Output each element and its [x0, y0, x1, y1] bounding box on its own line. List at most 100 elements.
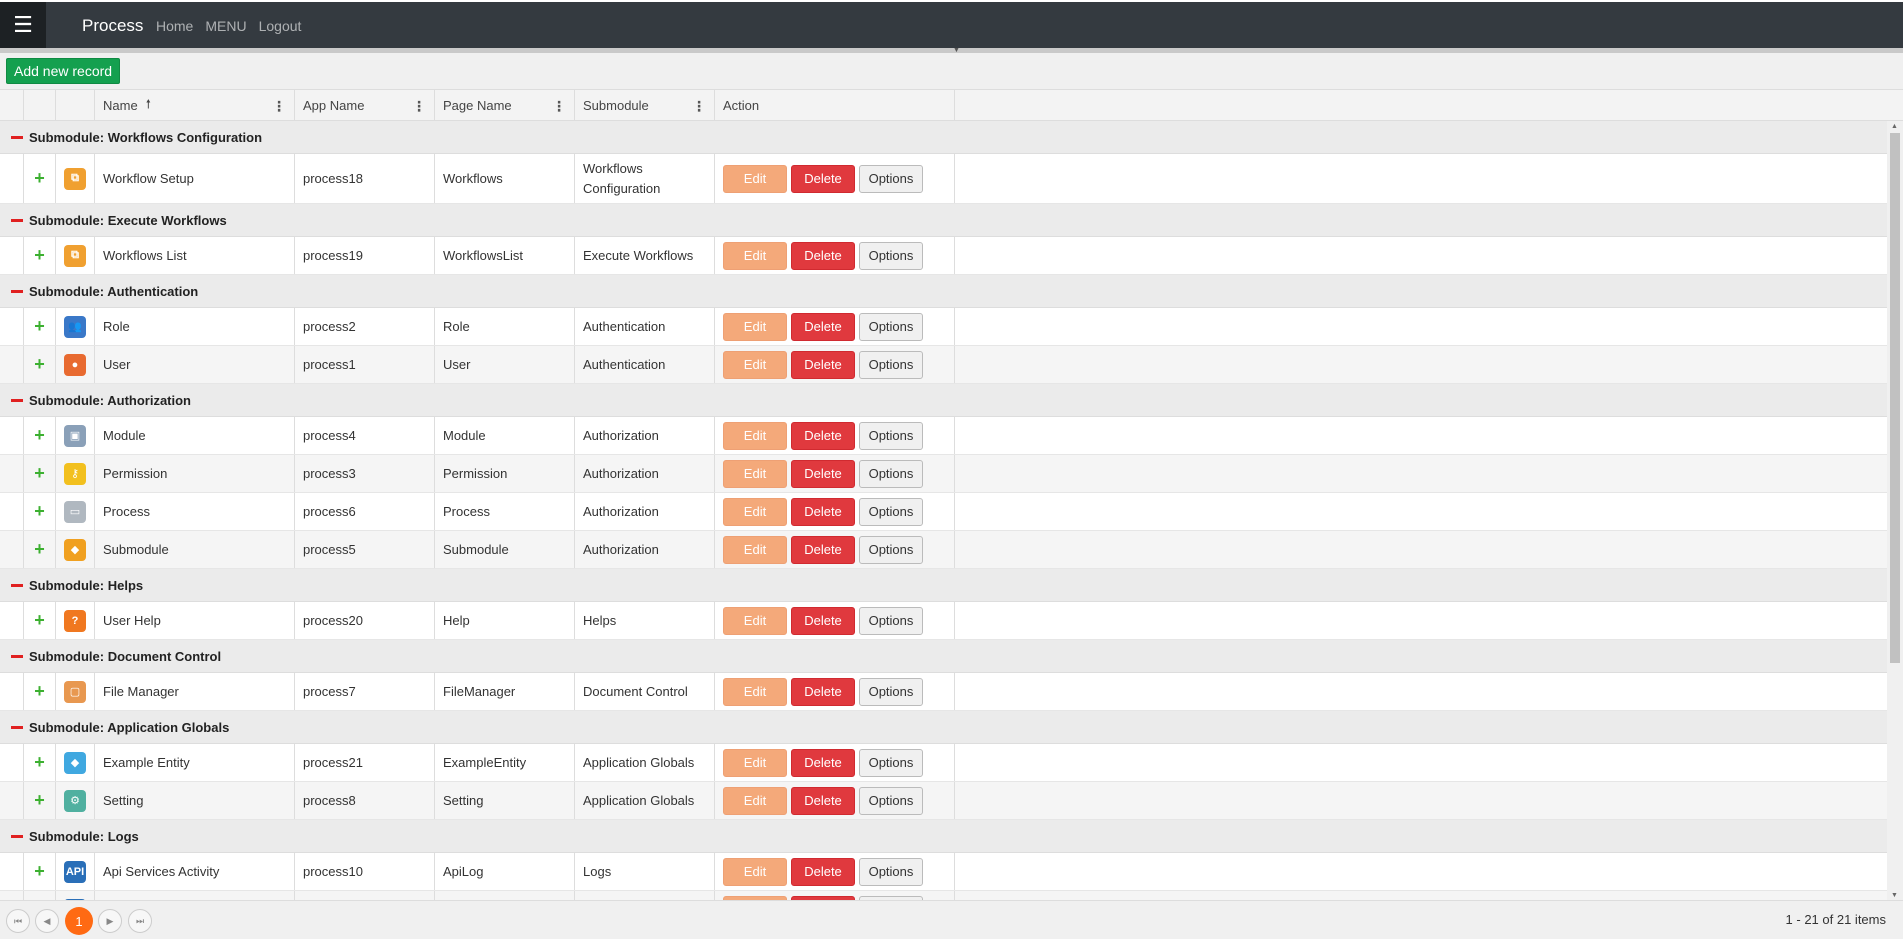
- edit-button[interactable]: Edit: [723, 786, 787, 815]
- group-header-row[interactable]: Submodule: Authentication: [0, 275, 1887, 308]
- edit-button[interactable]: Edit: [723, 350, 787, 379]
- expand-row-icon[interactable]: +: [24, 346, 56, 383]
- table-row[interactable]: + ● User process1 User Authentication Edit Dele…: [0, 346, 1887, 384]
- table-row[interactable]: + ▣ Module process4 Module Authorization Edit D…: [0, 417, 1887, 455]
- options-button[interactable]: Options: [859, 241, 923, 270]
- options-button[interactable]: Options: [859, 786, 923, 815]
- edit-button[interactable]: Edit: [723, 459, 787, 488]
- options-button[interactable]: Options: [859, 895, 923, 901]
- group-header-row[interactable]: Submodule: Application Globals: [0, 711, 1887, 744]
- expand-row-icon[interactable]: +: [24, 417, 56, 454]
- header-app-name-label[interactable]: App Name: [303, 98, 365, 113]
- collapse-group-icon[interactable]: [11, 398, 23, 402]
- edit-button[interactable]: Edit: [723, 857, 787, 886]
- header-submodule[interactable]: Submodule ⋮: [575, 90, 715, 121]
- options-button[interactable]: Options: [859, 421, 923, 450]
- column-menu-icon[interactable]: ⋮: [272, 98, 286, 114]
- prev-page-icon[interactable]: ◀: [35, 909, 59, 933]
- table-row[interactable]: + ⧉ Workflow Setup process18 Workflows Workfl…: [0, 154, 1887, 204]
- options-button[interactable]: Options: [859, 164, 923, 193]
- table-row[interactable]: + ◆ Example Entity process21 ExampleEntity Ap…: [0, 744, 1887, 782]
- collapse-group-icon[interactable]: [11, 834, 23, 838]
- last-page-icon[interactable]: ⏭: [128, 909, 152, 933]
- options-button[interactable]: Options: [859, 535, 923, 564]
- expand-row-icon[interactable]: +: [24, 455, 56, 492]
- edit-button[interactable]: Edit: [723, 606, 787, 635]
- current-page-button[interactable]: 1: [65, 907, 93, 935]
- edit-button[interactable]: Edit: [723, 497, 787, 526]
- delete-button[interactable]: Delete: [791, 350, 855, 379]
- collapse-group-icon[interactable]: [11, 654, 23, 658]
- delete-button[interactable]: Delete: [791, 164, 855, 193]
- edit-button[interactable]: Edit: [723, 677, 787, 706]
- edit-button[interactable]: Edit: [723, 535, 787, 564]
- delete-button[interactable]: Delete: [791, 857, 855, 886]
- delete-button[interactable]: Delete: [791, 497, 855, 526]
- options-button[interactable]: Options: [859, 350, 923, 379]
- options-button[interactable]: Options: [859, 497, 923, 526]
- group-header-row[interactable]: Submodule: Authorization: [0, 384, 1887, 417]
- table-row[interactable]: + API Api Services Activity process10 ApiLog…: [0, 853, 1887, 891]
- options-button[interactable]: Options: [859, 606, 923, 635]
- expand-row-icon[interactable]: +: [24, 531, 56, 568]
- delete-button[interactable]: Delete: [791, 895, 855, 901]
- vertical-scrollbar[interactable]: ▲ ▼: [1887, 121, 1903, 901]
- header-name[interactable]: Name 🠕 ⋮: [95, 90, 295, 121]
- nav-home-link[interactable]: Home: [156, 18, 194, 34]
- edit-button[interactable]: Edit: [723, 895, 787, 901]
- table-row[interactable]: + ⚙ Setting process8 Setting Application Glob…: [0, 782, 1887, 820]
- scroll-up-icon[interactable]: ▲: [1891, 123, 1898, 130]
- options-button[interactable]: Options: [859, 459, 923, 488]
- header-submodule-label[interactable]: Submodule: [583, 98, 649, 113]
- collapse-arrow-icon[interactable]: ▼: [953, 47, 960, 54]
- expand-row-icon[interactable]: +: [24, 237, 56, 274]
- nav-logout-link[interactable]: Logout: [258, 18, 302, 34]
- collapse-group-icon[interactable]: [11, 289, 23, 293]
- delete-button[interactable]: Delete: [791, 421, 855, 450]
- hamburger-icon[interactable]: ☰: [0, 2, 46, 48]
- delete-button[interactable]: Delete: [791, 312, 855, 341]
- expand-row-icon[interactable]: +: [24, 744, 56, 781]
- options-button[interactable]: Options: [859, 312, 923, 341]
- edit-button[interactable]: Edit: [723, 748, 787, 777]
- collapse-group-icon[interactable]: [11, 135, 23, 139]
- table-row[interactable]: + ▭ Process process6 Process Authorization Edi…: [0, 493, 1887, 531]
- table-row[interactable]: +? User Help process20 Help Helps Edit Delete O…: [0, 602, 1887, 640]
- expand-row-icon[interactable]: +: [24, 673, 56, 710]
- group-header-row[interactable]: Submodule: Document Control: [0, 640, 1887, 673]
- group-header-row[interactable]: Submodule: Logs: [0, 820, 1887, 853]
- table-row[interactable]: + ⚷ Permission process3 Permission Authorizat…: [0, 455, 1887, 493]
- column-menu-icon[interactable]: ⋮: [552, 98, 566, 114]
- table-row[interactable]: + ◆ Submodule process5 Submodule Authorizatio…: [0, 531, 1887, 569]
- edit-button[interactable]: Edit: [723, 312, 787, 341]
- app-title[interactable]: Process: [82, 16, 144, 35]
- header-app-name[interactable]: App Name ⋮: [295, 90, 435, 121]
- group-header-row[interactable]: Submodule: Execute Workflows: [0, 204, 1887, 237]
- header-name-label[interactable]: Name: [103, 98, 138, 113]
- group-header-row[interactable]: Submodule: Helps: [0, 569, 1887, 602]
- expand-row-icon[interactable]: +: [24, 493, 56, 530]
- scrollbar-thumb[interactable]: [1890, 133, 1900, 663]
- table-row[interactable]: + ▢ File Manager process7 FileManager Documen…: [0, 673, 1887, 711]
- options-button[interactable]: Options: [859, 857, 923, 886]
- options-button[interactable]: Options: [859, 677, 923, 706]
- expand-row-icon[interactable]: +: [24, 782, 56, 819]
- table-row[interactable]: + ⧉ Workflows List process19 WorkflowsList Ex…: [0, 237, 1887, 275]
- column-menu-icon[interactable]: ⋮: [412, 98, 426, 114]
- next-page-icon[interactable]: ▶: [98, 909, 122, 933]
- expand-row-icon[interactable]: +: [24, 602, 56, 639]
- edit-button[interactable]: Edit: [723, 241, 787, 270]
- expand-row-icon[interactable]: +: [24, 853, 56, 890]
- delete-button[interactable]: Delete: [791, 677, 855, 706]
- delete-button[interactable]: Delete: [791, 786, 855, 815]
- delete-button[interactable]: Delete: [791, 241, 855, 270]
- collapse-group-icon[interactable]: [11, 725, 23, 729]
- options-button[interactable]: Options: [859, 748, 923, 777]
- column-menu-icon[interactable]: ⋮: [692, 98, 706, 114]
- delete-button[interactable]: Delete: [791, 606, 855, 635]
- first-page-icon[interactable]: ⏮: [6, 909, 30, 933]
- collapse-group-icon[interactable]: [11, 218, 23, 222]
- delete-button[interactable]: Delete: [791, 748, 855, 777]
- splitter-bar[interactable]: [0, 48, 1903, 53]
- edit-button[interactable]: Edit: [723, 164, 787, 193]
